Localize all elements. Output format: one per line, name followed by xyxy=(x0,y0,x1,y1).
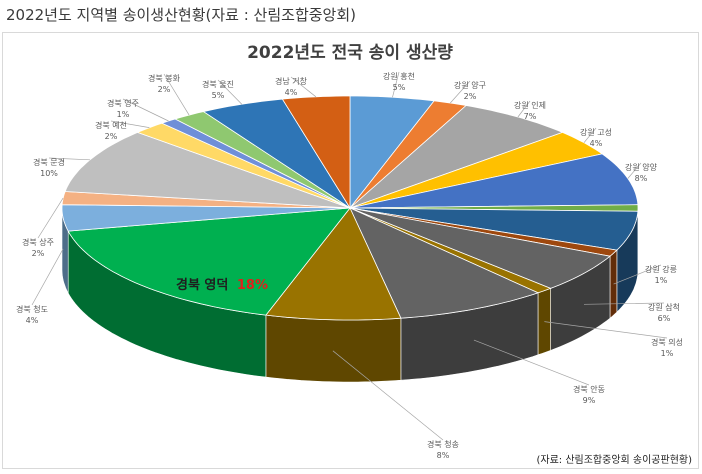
slice-경북-봉화 xyxy=(174,111,351,209)
slice-label-강원-고성: 강원 고성 xyxy=(580,127,612,137)
highlight-region: 경북 영덕 xyxy=(176,277,228,293)
leader-line-경북-문경 xyxy=(48,157,91,161)
highlight-value: 18% xyxy=(237,278,268,293)
page-heading: 2022년도 지역별 송이생산현황(자료 : 산림조합중앙회) xyxy=(6,6,357,24)
slice-value-강원-양구: 2% xyxy=(464,92,477,101)
source-note: (자료: 산림조합중앙회 송이공판현황) xyxy=(536,455,692,466)
slice-value-경북-상주: 2% xyxy=(32,249,45,258)
slice-side-강원-강릉 xyxy=(609,249,618,319)
highlight-label: 경북 영덕 18% xyxy=(176,277,268,293)
slice-label-강원-삼척: 강원 삼척 xyxy=(648,302,680,312)
slice-labels: 강원 홍천 5% 강원 양구 2% 강원 인제 7% 강원 고성 4% 강원 양양 8% 강원 강릉… xyxy=(16,71,683,460)
leader-line-경북-안동 xyxy=(473,339,590,386)
slice-label-경북-청도: 경북 청도 xyxy=(16,304,48,314)
leader-line-강원-양양 xyxy=(627,162,642,179)
slice-value-강원-삼척: 6% xyxy=(658,314,671,323)
slice-value-경북-울진: 5% xyxy=(212,91,225,100)
leader-line-경북-봉화 xyxy=(163,73,190,116)
leader-line-경북-울진 xyxy=(217,79,243,105)
slice-value-강원-양양: 8% xyxy=(635,174,648,183)
slice-slice-6 xyxy=(349,207,639,251)
slice-value-경북-청도: 4% xyxy=(26,316,39,325)
pie-side-walls xyxy=(61,207,639,383)
leader-line-강원-강릉 xyxy=(613,264,662,285)
slice-label-강원-인제: 강원 인제 xyxy=(514,100,546,110)
slice-경북-청송 xyxy=(265,207,402,321)
slice-value-경북-영주: 1% xyxy=(117,110,130,119)
slice-side-경북-의성 xyxy=(537,287,551,356)
slice-label-경남-거창: 경남 거창 xyxy=(275,76,308,86)
slice-value-강원-고성: 4% xyxy=(590,139,603,148)
slice-value-강원-인제: 7% xyxy=(524,112,537,121)
slice-경북-안동 xyxy=(349,207,540,319)
leader-line-경북-예천 xyxy=(110,120,150,128)
slice-value-경북-봉화: 2% xyxy=(158,85,171,94)
slice-value-경북-의성: 1% xyxy=(661,349,674,358)
leader-line-강원-고성 xyxy=(583,127,597,143)
slice-value-강원-홍천: 5% xyxy=(393,83,406,92)
leader-line-경북-의성 xyxy=(544,321,668,339)
slice-경북-예천 xyxy=(136,122,351,209)
leader-line-경북-상주 xyxy=(37,197,64,239)
slice-label-경북-안동: 경북 안동 xyxy=(573,384,605,394)
slice-label-경북-예천: 경북 예천 xyxy=(95,120,127,130)
leader-line-강원-인제 xyxy=(517,100,531,118)
slice-label-강원-강릉: 강원 강릉 xyxy=(645,264,677,274)
slice-강원-인제 xyxy=(349,105,564,209)
chart-frame xyxy=(2,32,699,469)
leader-line-경북-청송 xyxy=(332,350,444,441)
slice-value-경북-예천: 2% xyxy=(105,132,118,141)
slice-label-경북-문경: 경북 문경 xyxy=(33,157,65,167)
slice-value-경남-거창: 4% xyxy=(285,88,298,97)
slice-label-경북-청송: 경북 청송 xyxy=(427,439,459,449)
leader-lines xyxy=(31,71,668,441)
slice-value-경북-안동: 9% xyxy=(583,396,596,405)
slice-label-경북-의성: 경북 의성 xyxy=(651,337,683,347)
pie-top-faces xyxy=(61,95,639,321)
slice-label-경북-영주: 경북 영주 xyxy=(107,98,139,108)
slice-value-경북-문경: 10% xyxy=(40,169,58,178)
leader-line-강원-양구 xyxy=(450,80,471,104)
slice-label-강원-양양: 강원 양양 xyxy=(625,162,658,172)
slice-경북-청도 xyxy=(61,204,351,232)
chart-title: 2022년도 전국 송이 생산량 xyxy=(247,43,453,63)
leader-line-강원-삼척 xyxy=(583,302,665,305)
slice-label-경북-봉화: 경북 봉화 xyxy=(148,73,181,83)
slice-label-강원-양구: 강원 양구 xyxy=(454,80,486,90)
slice-side-경북-청송 xyxy=(265,314,402,383)
slice-label-경북-상주: 경북 상주 xyxy=(22,237,54,247)
slice-value-강원-강릉: 1% xyxy=(655,276,668,285)
slice-label-강원-홍천: 강원 홍천 xyxy=(383,71,415,81)
slice-강원-양구 xyxy=(349,100,468,209)
leader-line-경북-청도 xyxy=(31,248,64,306)
leader-line-경북-영주 xyxy=(122,98,169,122)
slice-label-경북-울진: 경북 울진 xyxy=(202,79,234,89)
slice-value-경북-청송: 8% xyxy=(437,451,450,460)
slice-강원-삼척 xyxy=(349,207,611,289)
leader-line-강원-홍천 xyxy=(392,71,400,98)
leader-line-경남-거창 xyxy=(290,76,317,98)
slice-경북-영덕 xyxy=(67,207,351,316)
